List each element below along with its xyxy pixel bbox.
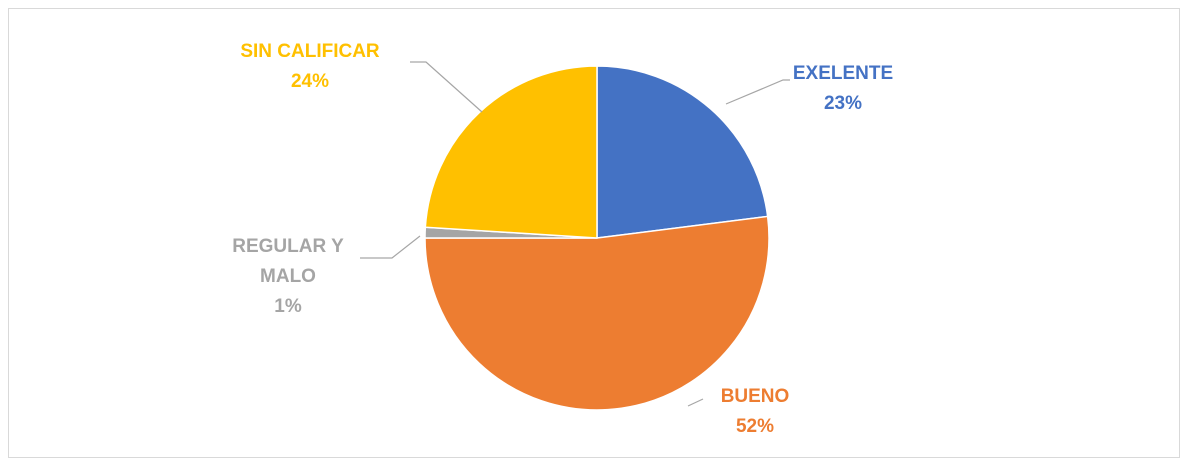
category-label: SIN CALIFICAR [240,41,380,62]
value-label: 24% [290,71,330,92]
pie-slice [596,65,769,239]
leader-line [687,398,704,407]
pie-slice [424,65,598,239]
value-label: 23% [823,93,863,114]
pie-slice [424,215,770,411]
value-label: 1% [274,296,302,317]
leader-line [360,235,421,259]
category-label: EXELENTE [792,63,894,84]
category-label: BUENO [720,386,790,407]
category-label: REGULAR Y MALO [232,236,344,287]
leader-line [725,79,790,105]
leader-line [410,61,483,113]
value-label: 52% [735,416,775,437]
